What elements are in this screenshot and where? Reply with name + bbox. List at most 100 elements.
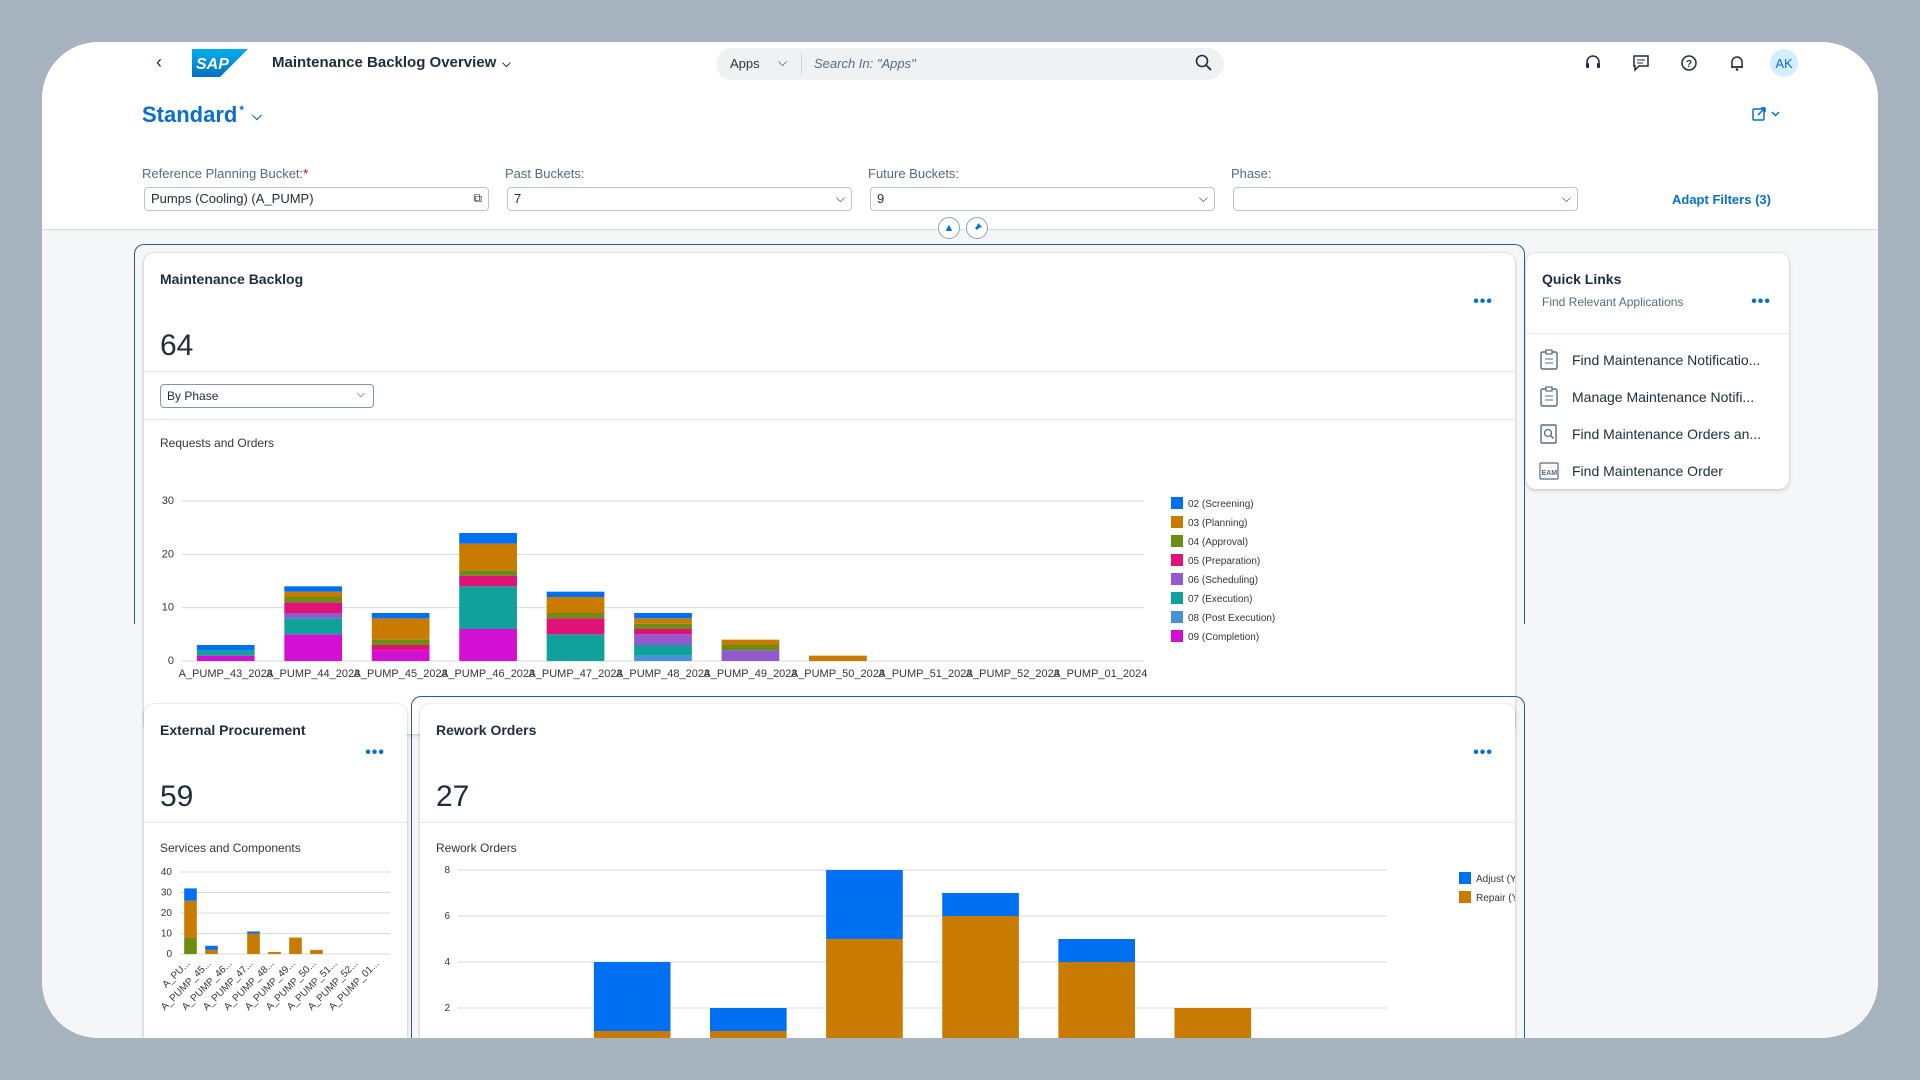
bell-icon[interactable] bbox=[1722, 48, 1752, 78]
bar-segment bbox=[634, 623, 692, 629]
card-title: Maintenance Backlog bbox=[160, 271, 304, 287]
bar-segment bbox=[284, 591, 343, 597]
quick-link-manage-notifications[interactable]: Manage Maintenance Notifi... bbox=[1538, 386, 1754, 408]
adapt-filters-button[interactable]: Adapt Filters (3) bbox=[1672, 192, 1771, 207]
more-options-icon[interactable]: ••• bbox=[1751, 293, 1771, 310]
services-components-chart: 010203040A_PU...A_PUMP_45...A_PUMP_46...… bbox=[159, 867, 390, 1013]
search-scope-select[interactable]: Apps bbox=[730, 56, 760, 71]
headset-icon[interactable] bbox=[1578, 48, 1608, 78]
y-tick-label: 30 bbox=[162, 495, 174, 507]
y-tick-label: 10 bbox=[161, 929, 173, 940]
bar-segment bbox=[205, 949, 218, 954]
rework-orders-chart: 02468A_PUMP_43_2023A_PUMP_44_2023A_PUMP_… bbox=[444, 865, 1515, 1038]
bar-segment bbox=[634, 629, 692, 635]
more-options-icon[interactable]: ••• bbox=[1473, 744, 1493, 761]
bar-segment bbox=[826, 870, 903, 939]
bar-segment bbox=[546, 597, 605, 613]
legend-label: 05 (Preparation) bbox=[1188, 556, 1260, 567]
bar-segment bbox=[459, 629, 517, 661]
avatar[interactable]: AK bbox=[1770, 49, 1798, 77]
bar-segment bbox=[634, 655, 692, 661]
chevron-down-icon: ⌵ bbox=[1198, 191, 1208, 205]
bar-segment bbox=[284, 597, 343, 603]
filter-label-past-buckets: Past Buckets: bbox=[505, 166, 585, 181]
by-phase-select[interactable]: By Phase ⌵ bbox=[160, 384, 374, 408]
pin-header-button[interactable] bbox=[966, 217, 988, 239]
bar-segment bbox=[546, 613, 605, 619]
chevron-down-icon[interactable]: ⌵ bbox=[778, 55, 788, 69]
bar-segment bbox=[459, 575, 517, 587]
app-title-menu[interactable]: Maintenance Backlog Overview ⌵ bbox=[272, 54, 511, 71]
x-tick-label: A_PUMP_01_2024 bbox=[1053, 668, 1147, 680]
bar-segment bbox=[459, 586, 517, 629]
more-options-icon[interactable]: ••• bbox=[365, 744, 385, 761]
future-buckets-value: 9 bbox=[877, 191, 885, 206]
bar-segment bbox=[459, 570, 517, 576]
bar-segment bbox=[184, 937, 197, 954]
bar-segment bbox=[546, 591, 605, 597]
quick-link-find-orders-and[interactable]: Find Maintenance Orders an... bbox=[1538, 423, 1761, 445]
bar-segment bbox=[634, 634, 692, 645]
collapse-header-button[interactable]: ▲ bbox=[938, 217, 960, 239]
bar-segment bbox=[809, 655, 867, 661]
chevron-down-icon: ⌵ bbox=[502, 58, 511, 70]
maintenance-backlog-card[interactable]: Maintenance Backlog ••• 64 By Phase ⌵ Re… bbox=[144, 253, 1515, 734]
chart-title: Rework Orders bbox=[436, 841, 517, 855]
value-help-icon[interactable]: ⧉ bbox=[473, 191, 482, 205]
legend-swatch bbox=[1171, 516, 1183, 528]
bar-segment bbox=[942, 893, 1019, 916]
divider bbox=[801, 54, 802, 74]
legend-swatch bbox=[1171, 497, 1183, 509]
bar-segment bbox=[709, 1031, 787, 1038]
external-procurement-card[interactable]: External Procurement ••• 59 Services and… bbox=[144, 704, 407, 1038]
bar-segment bbox=[1058, 962, 1136, 1038]
phase-select[interactable]: ⌵ bbox=[1233, 187, 1578, 211]
search-input[interactable]: Search In: "Apps" bbox=[814, 56, 916, 71]
y-tick-label: 40 bbox=[161, 867, 173, 878]
x-tick-label: A_PUMP_51_2023 bbox=[878, 668, 972, 680]
feedback-icon[interactable] bbox=[1626, 48, 1656, 78]
x-tick-label: A_PUMP_52_2023 bbox=[966, 668, 1060, 680]
search-icon[interactable] bbox=[1194, 53, 1214, 73]
sap-logo[interactable]: SAP bbox=[192, 49, 248, 77]
help-icon[interactable]: ? bbox=[1674, 48, 1704, 78]
y-tick-label: 8 bbox=[444, 865, 450, 876]
legend-label: 08 (Post Execution) bbox=[1188, 613, 1275, 624]
chevron-down-icon: ⌵ bbox=[252, 108, 262, 124]
bar-segment bbox=[184, 900, 197, 938]
bar-segment bbox=[634, 645, 692, 656]
shell-bar: ‹ SAP Maintenance Backlog Overview ⌵ Apps… bbox=[42, 42, 1878, 84]
bar-segment bbox=[247, 933, 260, 954]
chevron-down-icon: ⌵ bbox=[835, 191, 845, 205]
y-tick-label: 0 bbox=[168, 655, 174, 667]
bar-segment bbox=[371, 613, 430, 619]
quick-links-card[interactable]: Quick Links Find Relevant Applications •… bbox=[1526, 253, 1789, 489]
variant-selector[interactable]: Standard * ⌵ bbox=[142, 102, 262, 128]
legend-swatch bbox=[1171, 535, 1183, 547]
bar-segment bbox=[593, 1031, 671, 1038]
future-buckets-select[interactable]: 9 ⌵ bbox=[870, 187, 1215, 211]
legend-swatch bbox=[1171, 630, 1183, 642]
bar-segment bbox=[196, 645, 255, 651]
more-options-icon[interactable]: ••• bbox=[1473, 293, 1493, 310]
y-tick-label: 20 bbox=[161, 908, 173, 919]
reference-bucket-input[interactable]: Pumps (Cooling) (A_PUMP) ⧉ bbox=[144, 187, 489, 211]
requests-orders-chart: 0102030A_PUMP_43_2023A_PUMP_44_2023A_PUM… bbox=[162, 495, 1276, 680]
back-button[interactable]: ‹ bbox=[156, 52, 162, 72]
filter-label-reference-bucket: Reference Planning Bucket:* bbox=[142, 166, 309, 181]
bar-segment bbox=[459, 543, 517, 571]
selection-outline bbox=[411, 696, 1525, 1038]
quick-link-label: Manage Maintenance Notifi... bbox=[1572, 389, 1755, 405]
share-button[interactable] bbox=[1752, 106, 1782, 125]
chevron-down-icon: ⌵ bbox=[356, 388, 365, 400]
past-buckets-select[interactable]: 7 ⌵ bbox=[507, 187, 852, 211]
y-tick-label: 6 bbox=[444, 911, 450, 922]
quick-link-find-order[interactable]: EAM Find Maintenance Order bbox=[1538, 460, 1723, 482]
rework-orders-card[interactable]: Rework Orders ••• 27 Rework Orders 02468… bbox=[420, 704, 1515, 1038]
bar-segment bbox=[459, 533, 517, 544]
quick-link-find-notifications[interactable]: Find Maintenance Notificatio... bbox=[1538, 349, 1760, 371]
chevron-down-icon: ⌵ bbox=[1561, 191, 1571, 205]
bar-segment bbox=[942, 916, 1019, 1038]
quick-link-label: Find Maintenance Notificatio... bbox=[1572, 352, 1761, 368]
bar-segment bbox=[593, 962, 671, 1031]
